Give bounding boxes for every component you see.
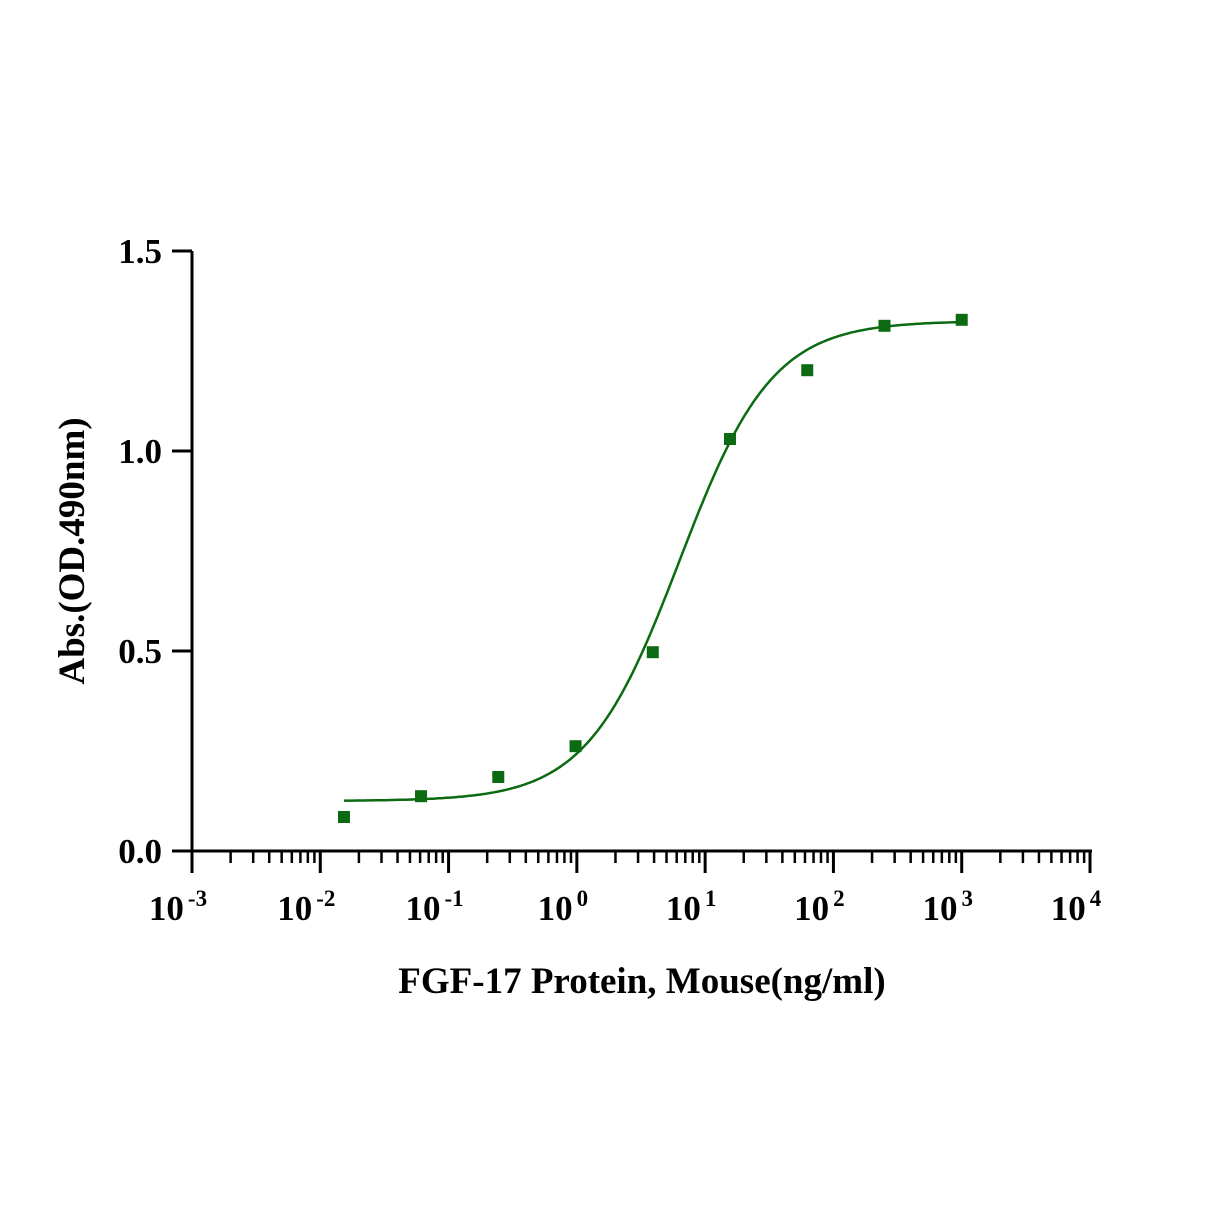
x-tick-label: 10 1 [666,886,717,928]
data-point [724,433,737,445]
x-tick-label: 10 3 [922,886,973,928]
y-tick-label: 0.5 [118,632,162,671]
data-point [569,740,582,753]
y-axis-label: Abs.(OD.490nm) [52,417,93,684]
x-axis-ticks: 10 -3 10 -2 10 -1 10 0 10 1 10 2 10 3 10 4 [149,851,1102,928]
y-tick-label: 1.0 [118,432,162,471]
x-tick-label: 10 0 [538,886,589,928]
y-tick-label: 1.5 [118,232,162,271]
x-tick-label: 10 -3 [149,886,207,928]
fit-curve [343,320,962,802]
data-point [492,771,505,783]
y-axis-ticks: 0.0 0.5 1.0 1.5 [118,232,192,871]
x-tick-label: 10 4 [1051,886,1102,928]
y-tick-label: 0.0 [118,832,162,871]
data-points [337,313,968,823]
data-point [878,319,891,332]
x-tick-label: 10 -2 [277,886,335,928]
data-point [415,790,428,803]
data-point [646,646,659,659]
data-point [955,313,968,326]
x-tick-label: 10 2 [794,886,845,928]
x-tick-label: 10 -1 [405,886,463,928]
data-point [801,364,814,377]
x-axis-label: FGF-17 Protein, Mouse(ng/ml) [398,961,885,1002]
data-point [337,811,350,823]
